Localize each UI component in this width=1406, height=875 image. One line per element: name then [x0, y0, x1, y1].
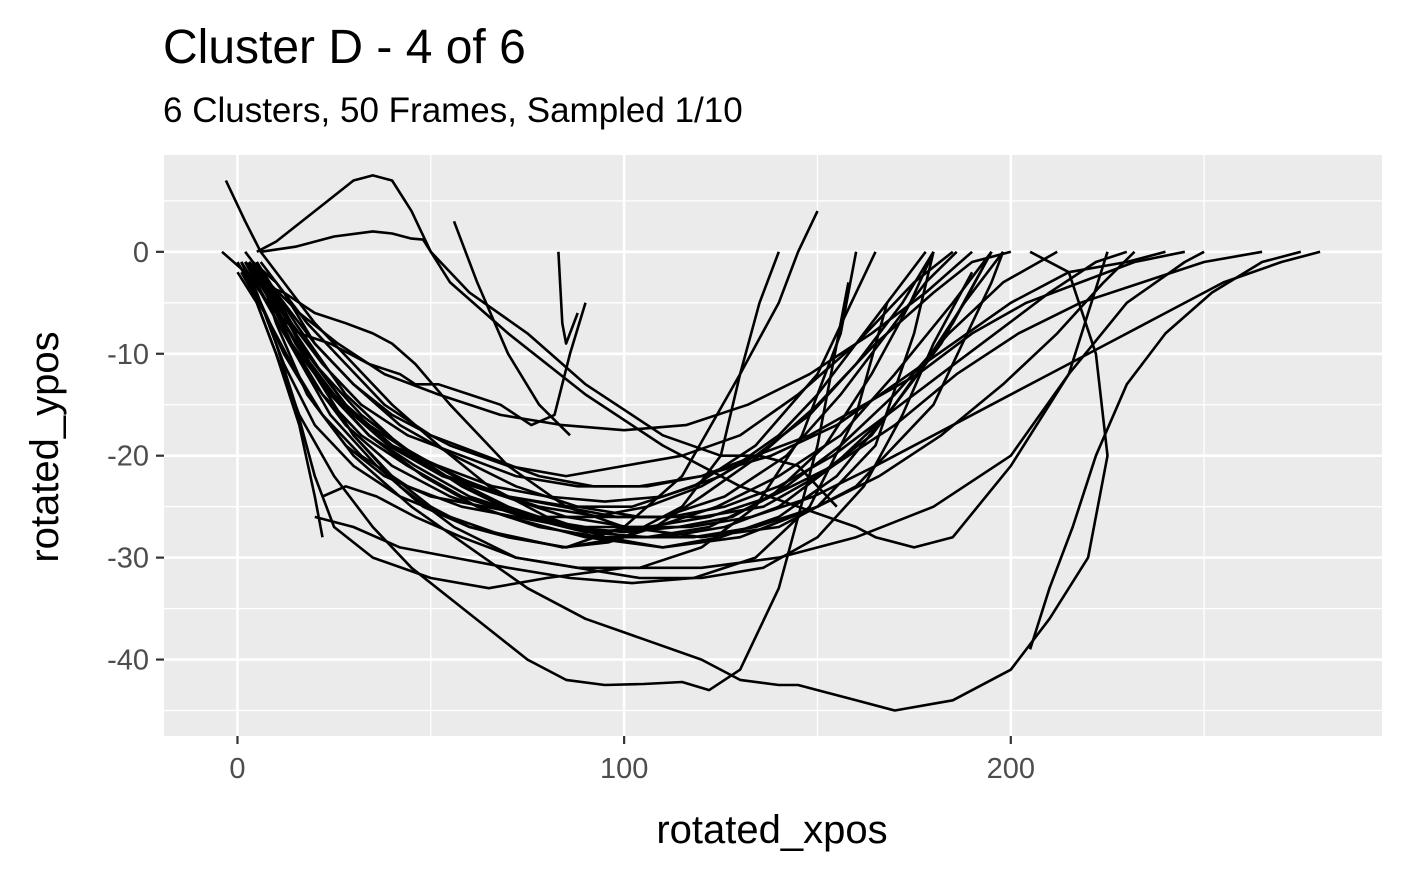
trajectory-line-21 — [244, 250, 973, 432]
trajectory-line-30 — [557, 251, 579, 345]
trajectory-line-25 — [252, 250, 1186, 488]
trajectory-line-13 — [244, 250, 1012, 549]
trajectory-line-32 — [1028, 250, 1302, 650]
x-tick-label: 100 — [600, 753, 648, 785]
trajectory-line-36 — [251, 250, 1136, 539]
trajectory-line-26 — [244, 250, 958, 519]
trajectory-line-9 — [236, 251, 781, 549]
chart-title: Cluster D - 4 of 6 — [163, 21, 526, 74]
y-tick-label: -40 — [107, 645, 149, 677]
trajectory-line-27 — [248, 250, 1263, 529]
chart-subtitle: 6 Clusters, 50 Frames, Sampled 1/10 — [163, 91, 743, 130]
x-tick-label: 0 — [229, 753, 245, 785]
trajectory-line-33 — [321, 271, 974, 580]
trajectory-line-34 — [314, 302, 889, 585]
y-tick-label: -30 — [107, 543, 149, 575]
trajectory-line-17 — [243, 271, 850, 692]
y-tick-label: -20 — [107, 441, 149, 473]
trajectory-line-31 — [452, 220, 571, 437]
trajectory-line-6 — [260, 230, 1205, 549]
trajectory-line-16 — [255, 250, 1109, 712]
y-tick-label: -10 — [107, 339, 149, 371]
trajectory-lines — [221, 174, 1321, 712]
trajectory-line-20 — [240, 250, 1058, 534]
x-tick-label: 200 — [987, 753, 1035, 785]
trajectory-line-35 — [259, 251, 1005, 519]
axes-layer: 0 100 200 0 -10 -20 -30 -40 — [107, 237, 1035, 785]
x-axis-title: rotated_xpos — [656, 808, 887, 852]
y-axis-title: rotated_ypos — [23, 331, 67, 562]
trajectory-line-29 — [244, 250, 1321, 529]
y-tick-label: 0 — [133, 237, 149, 269]
